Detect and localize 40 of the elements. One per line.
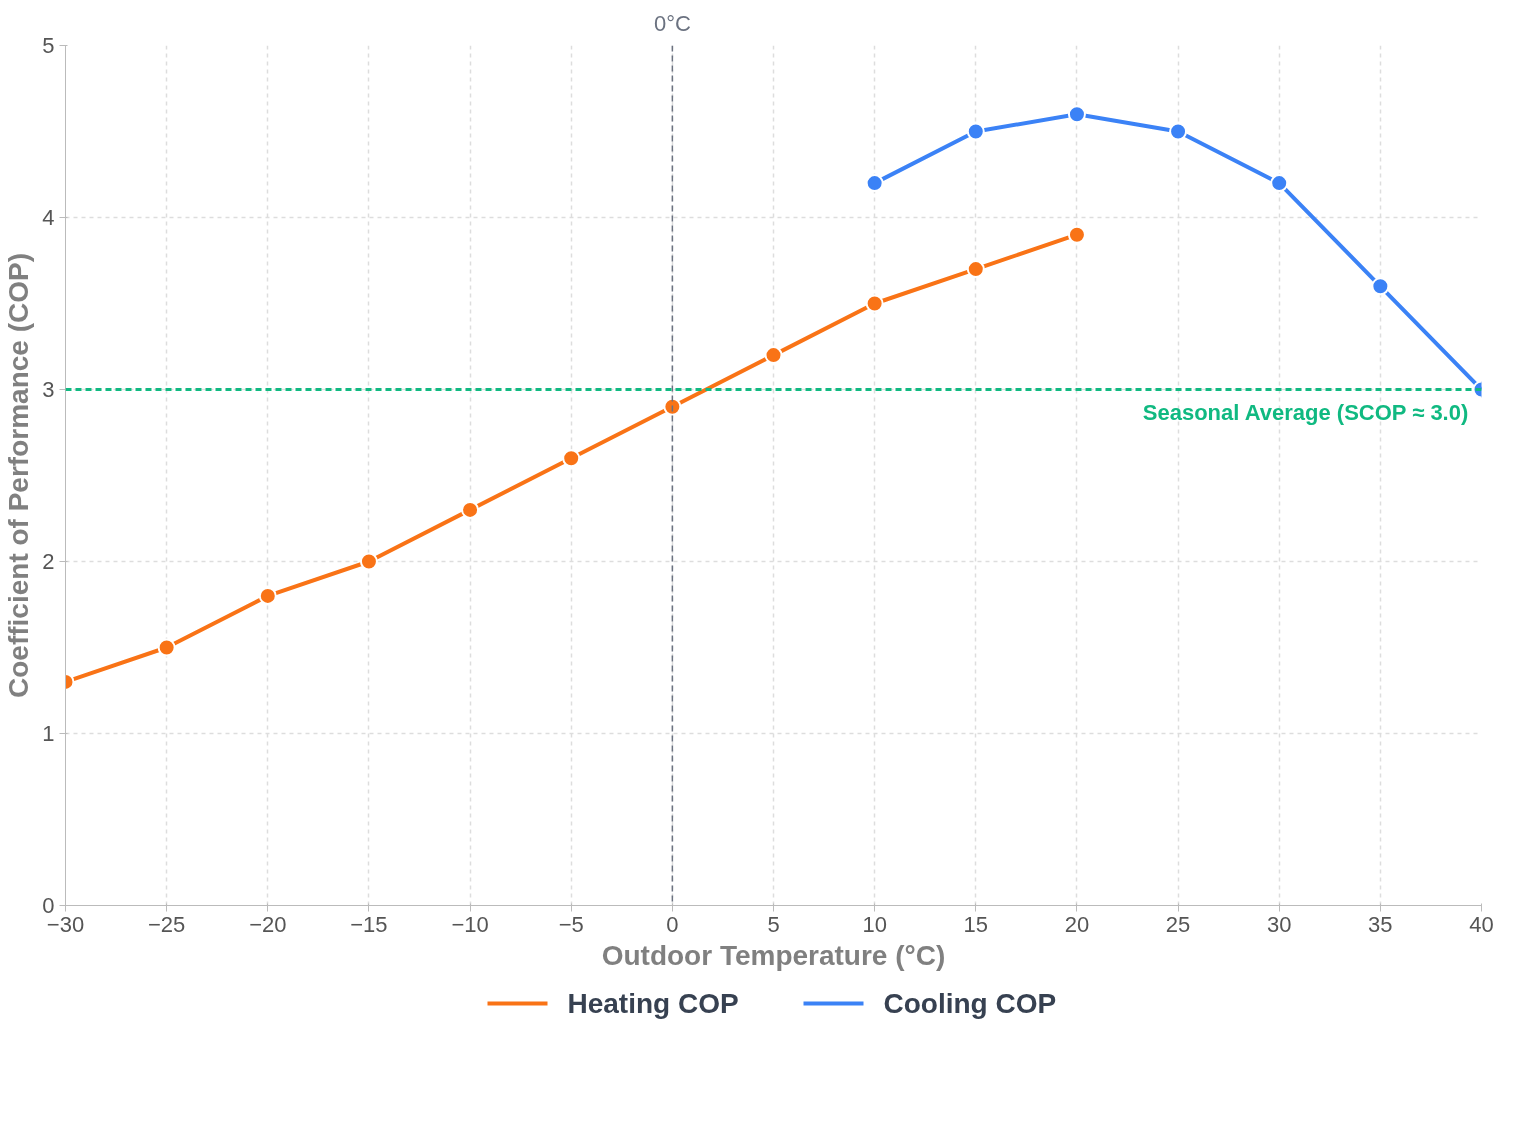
ref-line-label: Seasonal Average (SCOP ≈ 3.0) [1142,399,1469,425]
x-tick-label: −15 [350,911,388,937]
point [1270,174,1289,193]
x-tick-label: 0 [666,911,679,937]
point [1067,105,1086,124]
x-tick-label: −10 [451,911,489,937]
point [966,122,985,141]
x-tick-label: −25 [147,911,186,937]
x-tick-label: 5 [767,911,780,937]
point [1371,277,1390,296]
x-axis-title: Outdoor Temperature (°C) [601,939,946,971]
point [1067,225,1086,244]
x-tick-label: 15 [963,911,989,937]
x-tick-label: 35 [1368,911,1393,937]
x-tick-label: −5 [558,911,584,937]
x-tick-label: 30 [1266,911,1292,937]
point [865,174,884,193]
point [865,294,884,313]
y-tick-label: 4 [42,205,55,230]
y-tick-label: 1 [42,721,55,746]
legend-label: Cooling COP [883,988,1057,1019]
ref-line-label: 0°C [653,10,691,36]
point [966,260,985,279]
x-tick-label: 10 [862,911,887,937]
point [359,552,378,571]
y-tick-label: 5 [42,33,55,58]
point [157,638,176,657]
x-tick-label: 40 [1469,911,1494,937]
y-axis-title: Coefficient of Performance (COP) [3,253,35,698]
legend-label: Heating COP [567,988,739,1019]
x-tick-label: 20 [1064,911,1090,937]
point [461,500,480,519]
y-tick-label: 0 [42,893,55,918]
x-tick-label: −20 [249,911,287,937]
x-tick-label: 25 [1165,911,1191,937]
point [562,449,581,468]
point [663,397,682,416]
point [1169,122,1188,141]
y-tick-label: 3 [42,377,55,402]
y-tick-label: 2 [42,549,55,574]
